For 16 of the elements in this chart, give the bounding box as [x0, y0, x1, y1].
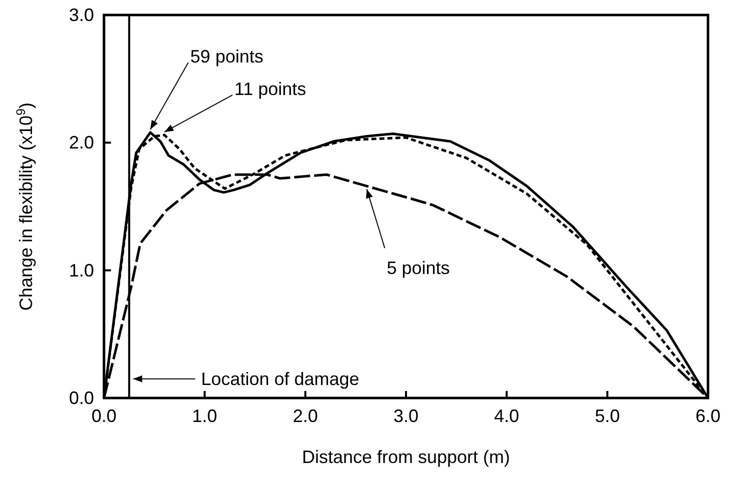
x-tick-label: 3.0 — [393, 406, 419, 426]
ref-line-label: Location of damage — [201, 368, 360, 389]
x-tick-label: 1.0 — [192, 406, 218, 426]
x-tick-label: 5.0 — [594, 406, 620, 426]
x-tick-label: 4.0 — [494, 406, 520, 426]
y-tick-label: 0.0 — [68, 388, 94, 408]
text: 11 points — [234, 79, 306, 100]
y-tick-label: 2.0 — [68, 132, 94, 153]
text: 59 points — [190, 46, 264, 66]
x-tick-label: 0.0 — [91, 406, 117, 426]
y-tick-label: 3.0 — [68, 5, 94, 25]
x-tick-label: 2.0 — [292, 406, 318, 426]
x-axis-title: Distance from support (m) — [302, 447, 510, 467]
x-tick-label: 6.0 — [695, 406, 721, 426]
y-tick-label: 1.0 — [68, 260, 94, 280]
text: 5 points — [386, 258, 450, 278]
